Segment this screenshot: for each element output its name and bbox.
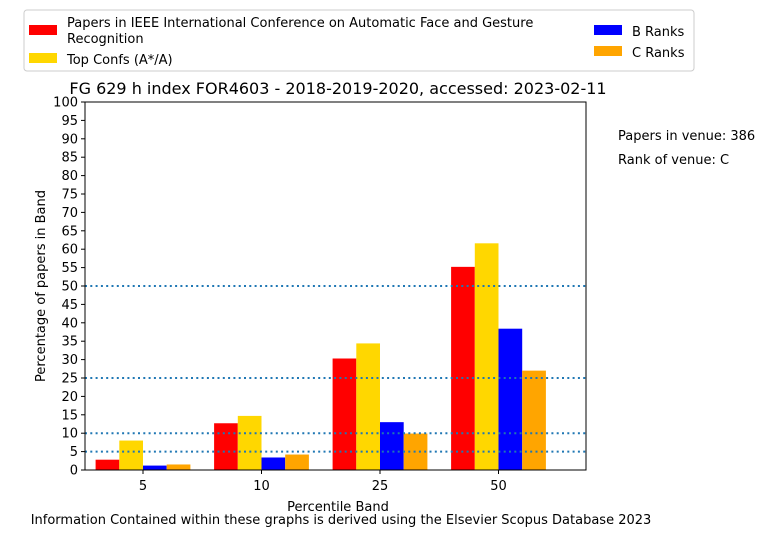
- bar-b-50: [498, 328, 523, 470]
- rank-of-venue-annotation: Rank of venue: C: [618, 153, 729, 168]
- y-tick-label-15: 15: [61, 408, 78, 423]
- legend-swatch-c-ranks: [594, 46, 622, 56]
- y-tick-label-75: 75: [61, 188, 78, 203]
- y-tick-label-90: 90: [61, 132, 78, 147]
- legend-frame: [23, 9, 695, 72]
- bar-papers-5: [95, 459, 120, 470]
- legend-label-venue-line1: Papers in IEEE International Conference …: [67, 16, 533, 31]
- bar-c-50: [522, 370, 546, 470]
- bar-top-10: [237, 415, 262, 470]
- x-tick-label-5: 5: [139, 479, 147, 494]
- y-tick-label-40: 40: [61, 316, 78, 331]
- chart-title: FG 629 h index FOR4603 - 2018-2019-2020,…: [69, 79, 606, 98]
- y-axis: 0 5 10 15 20 25 30 35 40 45 50 55 60 65 70 75 80 85 90 95 10…: [53, 96, 85, 479]
- y-tick-label-55: 55: [61, 261, 78, 276]
- x-tick-label-25: 25: [372, 479, 389, 494]
- bar-b-10: [261, 457, 286, 470]
- bar-top-50: [474, 243, 499, 470]
- legend: Papers in IEEE International Conference …: [23, 9, 695, 72]
- bars-group: [95, 243, 546, 470]
- bar-papers-25: [332, 358, 357, 470]
- legend-label-top-confs: Top Confs (A*/A): [66, 53, 173, 68]
- bar-papers-10: [214, 423, 238, 470]
- x-tick-label-10: 10: [253, 479, 270, 494]
- y-tick-label-70: 70: [61, 206, 78, 221]
- x-tick-label-50: 50: [490, 479, 507, 494]
- bar-top-25: [356, 343, 380, 470]
- bar-b-25: [380, 422, 404, 470]
- y-axis-label: Percentage of papers in Band: [34, 190, 49, 382]
- bar-c-10: [285, 454, 309, 470]
- bar-c-5: [166, 464, 191, 470]
- y-tick-label-35: 35: [61, 335, 78, 350]
- y-tick-label-65: 65: [61, 224, 78, 239]
- y-tick-label-5: 5: [70, 445, 78, 460]
- y-tick-label-80: 80: [61, 169, 78, 184]
- y-tick-label-100: 100: [53, 96, 78, 111]
- bar-papers-50: [451, 266, 475, 470]
- source-footer: Information Contained within these graph…: [31, 513, 652, 528]
- legend-label-c-ranks: C Ranks: [632, 46, 685, 61]
- x-axis: 5 10 25 50: [139, 470, 507, 494]
- y-tick-label-0: 0: [70, 464, 78, 479]
- bar-b-5: [143, 465, 167, 470]
- legend-swatch-b-ranks: [594, 25, 622, 35]
- legend-label-b-ranks: B Ranks: [632, 25, 685, 40]
- y-tick-label-95: 95: [61, 114, 78, 129]
- reference-lines-group: [85, 285, 586, 453]
- papers-in-venue-annotation: Papers in venue: 386: [618, 129, 755, 144]
- y-tick-label-50: 50: [61, 280, 78, 295]
- legend-swatch-venue: [29, 25, 57, 35]
- y-tick-label-20: 20: [61, 390, 78, 405]
- legend-swatch-top-confs: [29, 53, 57, 63]
- y-tick-label-85: 85: [61, 151, 78, 166]
- y-tick-label-10: 10: [61, 427, 78, 442]
- y-tick-label-25: 25: [61, 372, 78, 387]
- x-axis-label: Percentile Band: [287, 500, 389, 515]
- legend-label-venue-line2: Recognition: [67, 32, 144, 47]
- bar-top-5: [119, 440, 143, 470]
- y-tick-label-30: 30: [61, 353, 78, 368]
- y-tick-label-60: 60: [61, 243, 78, 258]
- y-tick-label-45: 45: [61, 298, 78, 313]
